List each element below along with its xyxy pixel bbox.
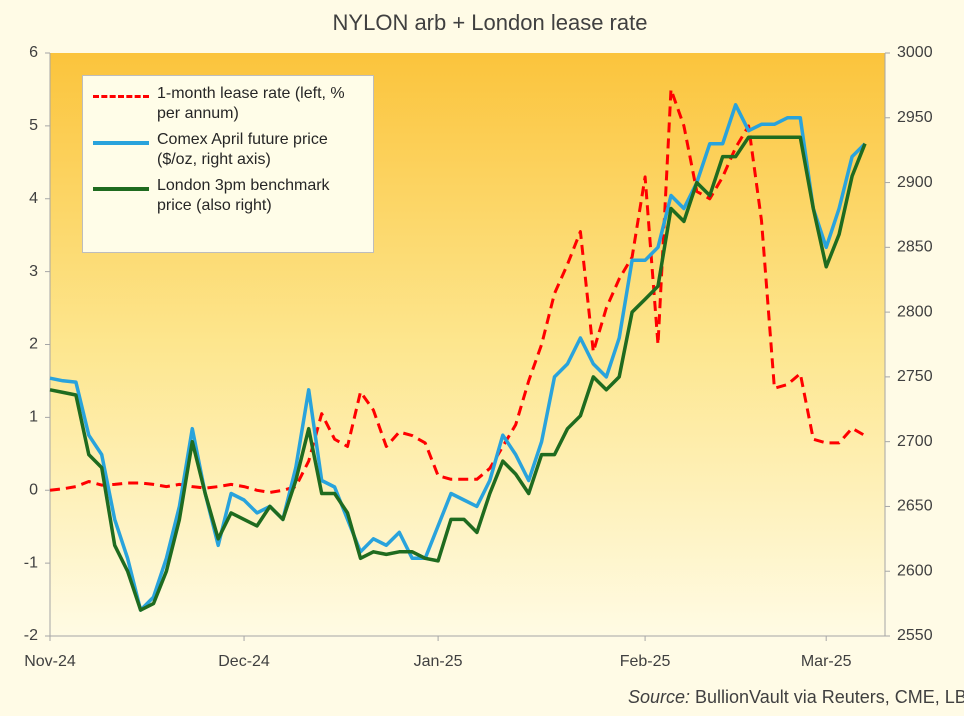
y2-tick-label: 2950	[897, 109, 933, 126]
y2-tick-label: 3000	[897, 44, 933, 61]
legend: 1-month lease rate (left, % per annum) Co…	[82, 75, 374, 253]
y2-tick-label: 2900	[897, 174, 933, 191]
y-tick-label: 2	[29, 336, 38, 353]
legend-label: Comex April future price ($/oz, right ax…	[157, 131, 328, 168]
legend-label: London 3pm benchmark price (also right)	[157, 177, 330, 214]
x-tick-label: Nov-24	[24, 653, 76, 670]
y-tick-label: 5	[29, 117, 38, 134]
x-tick-label: Mar-25	[801, 653, 852, 670]
y2-tick-label: 2750	[897, 368, 933, 385]
y2-tick-label: 2650	[897, 498, 933, 515]
y2-tick-label: 2600	[897, 562, 933, 579]
legend-label: 1-month lease rate (left, % per annum)	[157, 85, 345, 122]
y-tick-label: 6	[29, 44, 38, 61]
series-line	[49, 135, 867, 612]
chart-title: NYLON arb + London lease rate	[333, 10, 648, 35]
x-tick-label: Dec-24	[218, 653, 270, 670]
legend-item: 1-month lease rate (left, % per annum)	[93, 84, 363, 124]
source-text: BullionVault via Reuters, CME, LBMA	[695, 687, 964, 707]
y-tick-label: 1	[29, 409, 38, 426]
y-tick-label: -2	[24, 627, 38, 644]
y2-tick-label: 2700	[897, 433, 933, 450]
y2-tick-label: 2550	[897, 627, 933, 644]
y-tick-label: 0	[29, 481, 38, 498]
legend-item: London 3pm benchmark price (also right)	[93, 176, 363, 216]
x-tick-label: Jan-25	[414, 653, 463, 670]
legend-item: Comex April future price ($/oz, right ax…	[93, 130, 363, 170]
legend-swatch	[93, 141, 149, 145]
y-tick-label: 3	[29, 263, 38, 280]
y2-tick-label: 2850	[897, 239, 933, 256]
y-tick-label: -1	[24, 554, 38, 571]
y-tick-label: 4	[29, 190, 38, 207]
source-label: Source:	[628, 687, 690, 707]
legend-swatch	[93, 95, 149, 98]
legend-swatch	[93, 187, 149, 191]
y2-tick-label: 2800	[897, 303, 933, 320]
x-tick-label: Feb-25	[620, 653, 671, 670]
series-line	[49, 103, 867, 612]
